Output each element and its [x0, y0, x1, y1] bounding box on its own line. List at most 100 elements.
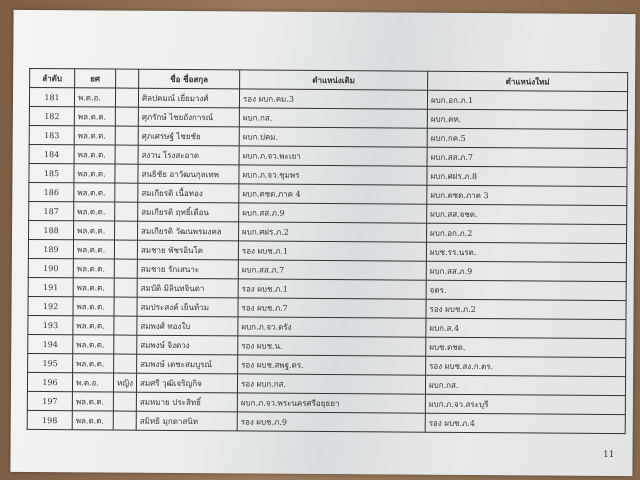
cell-new-position: ผบก.ภ.จว.สระบุรี [425, 394, 626, 415]
cell-title [114, 164, 139, 184]
cell-order: 182 [29, 106, 75, 126]
cell-rank: พล.ต.ต. [72, 315, 114, 336]
cell-order: 193 [27, 315, 73, 335]
cell-order: 187 [28, 201, 74, 221]
cell-order: 181 [29, 87, 75, 107]
cell-old-position: ผบก.สส.ภ.9 [238, 202, 427, 224]
header-blank [115, 69, 139, 89]
cell-old-position: ผบก.กส. [239, 107, 428, 129]
cell-name: สนธิชัย อาวัฒนกุลเทพ [137, 164, 240, 184]
cell-title: หญิง [113, 373, 137, 393]
cell-order: 184 [29, 144, 75, 164]
cell-order: 186 [28, 182, 74, 202]
cell-old-position: รอง ผบช.สพฐ.ตร. [237, 354, 426, 376]
cell-rank: พล.ต.ต. [74, 144, 116, 165]
cell-rank: พล.ต.ต. [72, 296, 115, 317]
cell-old-position: ผบก.ปคม. [239, 126, 428, 148]
cell-old-position: ผบก.ภ.จว.ชุมพร [238, 164, 428, 186]
cell-new-position: ผบช.ตชด. [425, 337, 626, 358]
cell-old-position: ผบก.ภ.จว.พระนครศรีอยุธยา [237, 392, 426, 414]
cell-rank: พล.ต.ต. [74, 125, 116, 146]
cell-name: ศิลปคมณ์ เยี่ยมวงศ์ [138, 88, 240, 108]
cell-order: 190 [28, 258, 74, 278]
cell-new-position: รอง ผบช.ภ.4 [425, 413, 626, 434]
cell-title [113, 297, 138, 317]
cell-order: 188 [28, 220, 74, 240]
cell-new-position: รอง ผบช.สง.ก.ตร. [425, 356, 626, 377]
cell-order: 185 [28, 163, 75, 183]
cell-name: สมพงษ์ จิงดวง [136, 335, 238, 355]
cell-new-position: รอง ผบช.ภ.2 [425, 299, 627, 320]
cell-rank: พล.ต.ต. [72, 410, 114, 431]
cell-new-position: ผบก.สส.จชต. [426, 204, 627, 225]
cell-name: สงวน โรงสะอาด [138, 145, 240, 165]
cell-order: 189 [28, 239, 74, 259]
cell-title [113, 392, 137, 412]
document-page: ลำดับ ยศ ชื่อ ชื่อสกุล ตำแหน่งเดิม ตำแหน… [10, 9, 636, 477]
cell-new-position: ผบก.อก.ภ.2 [426, 223, 627, 244]
cell-name: สมเกียรติ ฤทธิ์เดือน [137, 202, 239, 222]
header-old-position: ตำแหน่งเดิม [239, 69, 428, 91]
header-name: ชื่อ ชื่อสกุล [138, 69, 240, 89]
cell-order: 197 [27, 391, 73, 411]
cell-order: 191 [28, 277, 74, 297]
cell-old-position: ผบก.ตชด.ภาค 4 [238, 183, 427, 205]
cell-order: 192 [27, 296, 74, 316]
header-rank: ยศ [74, 68, 116, 89]
cell-rank: พ.ต.อ. [72, 372, 114, 393]
cell-name: สมศรี วุฒิเจริญกิจ [136, 373, 238, 393]
cell-rank: พล.ต.ต. [73, 277, 115, 298]
cell-name: สมชาย รักเสนาะ [137, 259, 239, 279]
header-order: ลำดับ [29, 68, 75, 88]
cell-new-position: ผบก.กส. [425, 375, 626, 396]
cell-order: 195 [27, 353, 73, 373]
cell-new-position: ผบช.รร.นรต. [426, 242, 627, 263]
cell-rank: พล.ต.ต. [73, 163, 116, 184]
cell-title [115, 107, 139, 127]
cell-title [114, 183, 138, 203]
cell-name: สมประสงค์ เย็นท้วม [136, 297, 239, 317]
cell-rank: พล.ต.ต. [72, 391, 114, 412]
cell-title [113, 316, 137, 336]
cell-rank: พล.ต.ต. [73, 239, 115, 260]
cell-new-position: จตร. [426, 280, 627, 301]
cell-order: 196 [27, 372, 73, 392]
cell-new-position: ผบก.กค.5 [427, 128, 628, 149]
cell-title [115, 88, 139, 108]
cell-order: 198 [27, 410, 73, 430]
cell-name: สมพงศ์ ทองใบ [136, 316, 238, 336]
cell-rank: พล.ต.ต. [72, 353, 114, 374]
cell-new-position: ผบก.สส.ภ.7 [427, 147, 628, 168]
cell-name: สมิทธิ มุกดาสนิท [136, 411, 238, 431]
cell-old-position: ผบก.ภ.จว.ตรัง [237, 316, 426, 338]
cell-rank: พล.ต.ต. [73, 220, 115, 241]
cell-rank: พล.ต.ต. [72, 334, 114, 355]
cell-title [114, 221, 138, 241]
cell-name: สมชาย พัชรอินโต [137, 240, 239, 260]
cell-old-position: ผบก.ภ.จว.พะเยา [239, 145, 428, 167]
cell-title [113, 335, 137, 355]
cell-rank: พล.ต.ต. [73, 201, 115, 222]
cell-name: สมเกียรติ วัฒนพรมงคล [137, 221, 239, 241]
cell-old-position: รอง ผบช.ภ.7 [237, 297, 427, 319]
cell-name: สมเกียรติ เนื้อทอง [137, 183, 239, 203]
cell-title [113, 411, 137, 431]
cell-old-position: รอง ผบช.ภ.1 [238, 240, 427, 262]
cell-old-position: รอง ผบก.กส. [237, 373, 426, 395]
cell-order: 194 [27, 334, 73, 354]
cell-name: ศุภรักษ์ ไชยถังการณ์ [138, 107, 240, 127]
cell-title [114, 278, 138, 298]
table-row: 198 พล.ต.ต. สมิทธิ มุกดาสนิท รอง ผบช.ภ.9 รอง… [27, 410, 626, 434]
cell-name: สมหมาย ประสิทธิ์ [136, 392, 238, 412]
cell-old-position: รอง ผบช.ภ.9 [237, 411, 426, 433]
cell-name: สมพงษ์ เตชะสมบูรณ์ [136, 354, 238, 374]
cell-new-position: ผบก.อก.ภ.1 [427, 90, 628, 111]
cell-title [115, 126, 139, 146]
cell-title [114, 240, 138, 260]
cell-old-position: ผบก.สส.ภ.7 [238, 259, 427, 281]
cell-old-position: รอง ผบช.น. [237, 335, 426, 357]
cell-title [114, 202, 138, 222]
cell-order: 183 [29, 125, 75, 145]
cell-new-position: ผบก.สส.ภ.9 [426, 261, 627, 282]
cell-title [114, 259, 138, 279]
